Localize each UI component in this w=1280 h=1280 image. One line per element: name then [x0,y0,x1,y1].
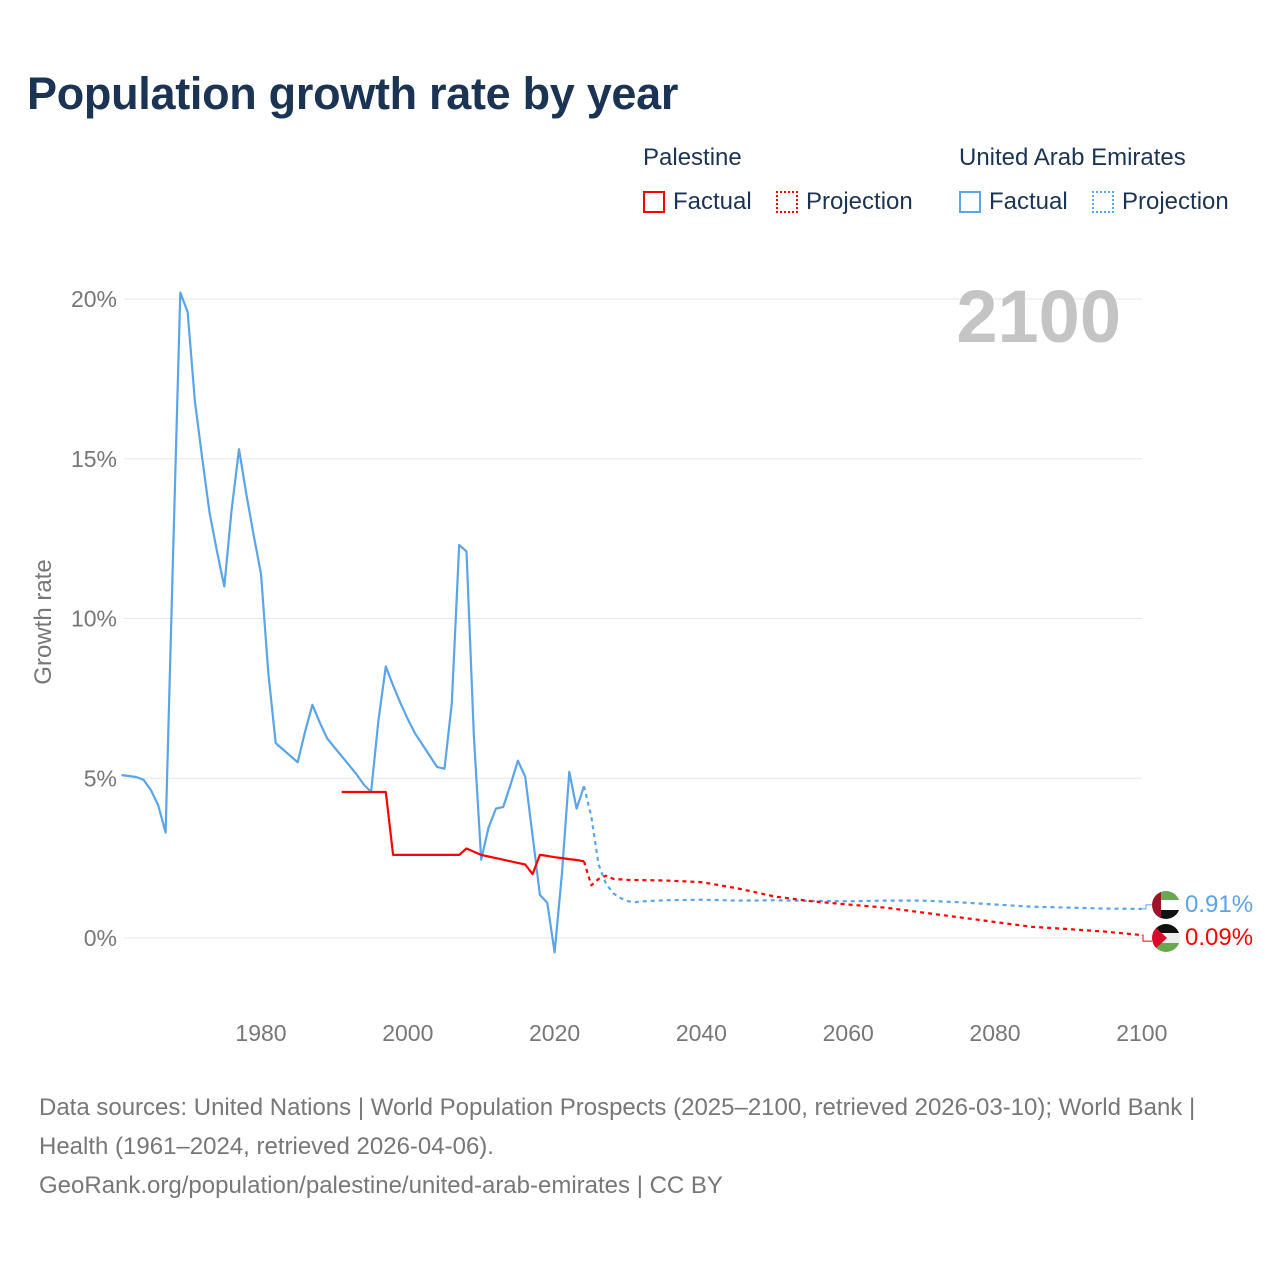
y-tick-label: 20% [71,286,117,312]
dotted-swatch-icon [776,191,798,213]
solid-swatch-icon [959,191,981,213]
source-text: Data sources: United Nations | World Pop… [39,1094,1196,1160]
solid-swatch-icon [643,191,665,213]
palestine-factual-line [341,790,585,876]
x-tick-label: 2000 [382,1020,433,1046]
legend-label: Factual [989,188,1068,215]
source-link[interactable]: GeoRank.org/population/palestine/united-… [39,1172,723,1199]
legend-label: Projection [1122,188,1229,215]
x-axis-ticks: 1980 2000 2020 2040 2060 2080 2100 [235,1020,1167,1046]
uae-projection-line [582,785,1142,910]
uae-factual-line [121,291,586,954]
legend-palestine: Palestine Factual Projection [643,144,913,215]
y-tick-label: 15% [71,446,117,472]
x-tick-label: 1980 [235,1020,286,1046]
data-source-note: Data sources: United Nations | World Pop… [39,1088,1239,1205]
x-tick-label: 2100 [1116,1020,1167,1046]
uae-end-value: 0.91% [1185,891,1253,918]
y-tick-label: 0% [84,925,117,951]
legend-palestine-projection[interactable]: Projection [776,188,913,216]
current-year-label: 2100 [956,275,1121,358]
gridlines [124,298,1142,939]
x-tick-label: 2080 [969,1020,1020,1046]
x-tick-label: 2060 [823,1020,874,1046]
uae-end-connector [1141,904,1152,910]
x-tick-label: 2040 [676,1020,727,1046]
legend-uae: United Arab Emirates Factual Projection [959,144,1229,215]
y-tick-label: 10% [71,606,117,632]
uae-flag-icon [1152,891,1180,919]
page-title: Population growth rate by year [27,68,679,119]
palestine-projection-line [582,860,1142,937]
legend-palestine-factual[interactable]: Factual [643,188,752,216]
y-axis-label: Growth rate [30,559,57,684]
legend-group-title: Palestine [643,144,742,171]
x-tick-label: 2020 [529,1020,580,1046]
dotted-swatch-icon [1092,191,1114,213]
palestine-end-connector [1141,934,1152,942]
legend-uae-factual[interactable]: Factual [959,188,1068,216]
series-lines [121,291,1152,954]
legend-label: Factual [673,188,752,215]
palestine-flag-icon [1152,924,1180,952]
legend-uae-projection[interactable]: Projection [1092,188,1229,216]
legend-label: Projection [806,188,913,215]
y-axis-ticks: 0% 5% 10% 15% 20% [71,286,117,951]
palestine-end-value: 0.09% [1185,924,1253,951]
y-tick-label: 5% [84,765,117,791]
legend-group-title: United Arab Emirates [959,144,1186,171]
